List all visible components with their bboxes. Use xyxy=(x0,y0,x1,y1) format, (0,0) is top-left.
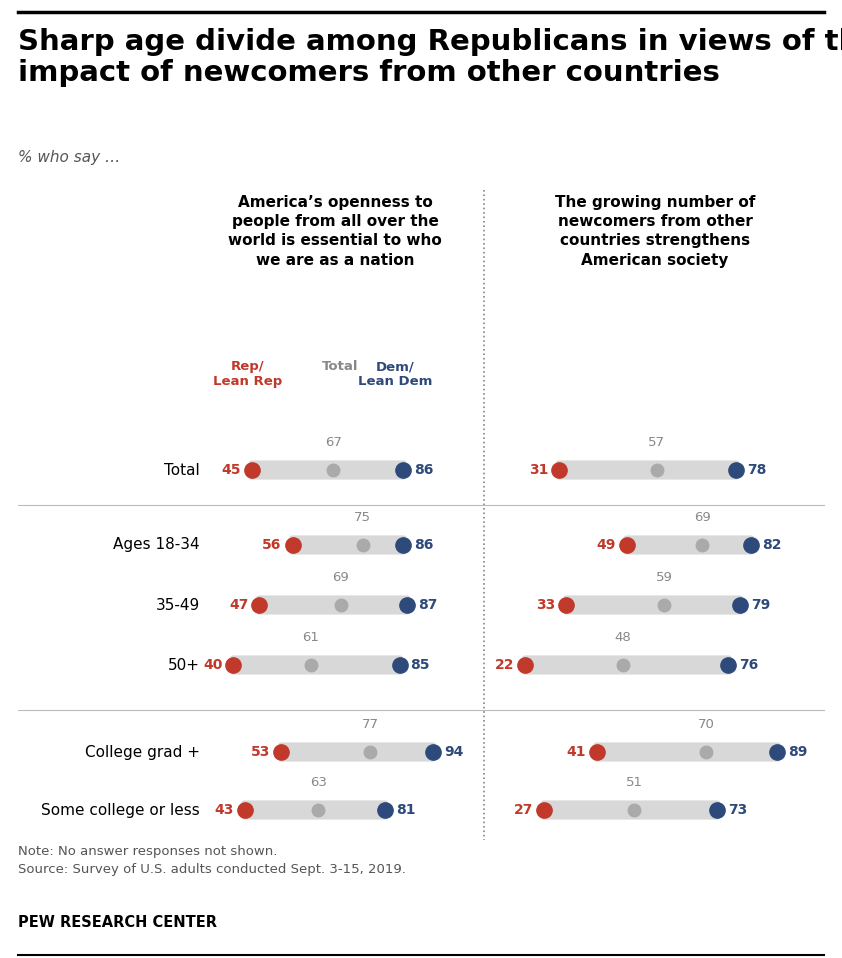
Text: Sharp age divide among Republicans in views of the
impact of newcomers from othe: Sharp age divide among Republicans in vi… xyxy=(18,28,842,87)
FancyBboxPatch shape xyxy=(563,596,743,615)
Text: Rep/
Lean Rep: Rep/ Lean Rep xyxy=(213,360,283,388)
FancyBboxPatch shape xyxy=(289,536,407,555)
Text: 77: 77 xyxy=(361,718,379,731)
Text: 79: 79 xyxy=(751,598,770,612)
Text: The growing number of
newcomers from other
countries strengthens
American societ: The growing number of newcomers from oth… xyxy=(555,195,755,267)
Text: Dem/
Lean Dem: Dem/ Lean Dem xyxy=(358,360,432,388)
Text: 43: 43 xyxy=(214,803,233,817)
Text: 48: 48 xyxy=(615,631,632,644)
FancyBboxPatch shape xyxy=(522,655,732,674)
Text: 61: 61 xyxy=(302,631,319,644)
Text: College grad +: College grad + xyxy=(85,744,200,760)
Text: 87: 87 xyxy=(418,598,437,612)
Text: 86: 86 xyxy=(414,538,434,552)
Text: 67: 67 xyxy=(325,436,342,449)
Text: 35-49: 35-49 xyxy=(156,598,200,612)
Text: 70: 70 xyxy=(697,718,714,731)
Text: America’s openness to
people from all over the
world is essential to who
we are : America’s openness to people from all ov… xyxy=(228,195,442,267)
Text: 86: 86 xyxy=(414,463,434,477)
FancyBboxPatch shape xyxy=(541,801,721,820)
Text: 33: 33 xyxy=(536,598,556,612)
Text: 76: 76 xyxy=(739,658,759,672)
Text: 57: 57 xyxy=(648,436,665,449)
Text: 75: 75 xyxy=(354,511,371,524)
Text: 49: 49 xyxy=(596,538,616,552)
Text: 41: 41 xyxy=(566,745,586,759)
Text: Note: No answer responses not shown.
Source: Survey of U.S. adults conducted Sep: Note: No answer responses not shown. Sou… xyxy=(18,845,406,876)
FancyBboxPatch shape xyxy=(256,596,410,615)
Text: % who say …: % who say … xyxy=(18,150,120,165)
FancyBboxPatch shape xyxy=(230,655,403,674)
Text: 94: 94 xyxy=(444,745,463,759)
FancyBboxPatch shape xyxy=(556,461,739,480)
Text: 69: 69 xyxy=(694,511,711,524)
Text: Ages 18-34: Ages 18-34 xyxy=(114,537,200,553)
Text: 27: 27 xyxy=(514,803,533,817)
Text: 45: 45 xyxy=(221,463,241,477)
Text: 40: 40 xyxy=(203,658,222,672)
Text: Total: Total xyxy=(164,463,200,477)
Text: 50+: 50+ xyxy=(168,657,200,673)
Text: 85: 85 xyxy=(411,658,430,672)
Text: 63: 63 xyxy=(310,776,327,789)
Text: PEW RESEARCH CENTER: PEW RESEARCH CENTER xyxy=(18,915,217,930)
Text: 89: 89 xyxy=(788,745,807,759)
Text: 73: 73 xyxy=(728,803,748,817)
Text: 59: 59 xyxy=(656,571,673,584)
Text: 51: 51 xyxy=(626,776,642,789)
FancyBboxPatch shape xyxy=(623,536,754,555)
Text: Total: Total xyxy=(322,360,358,373)
Text: 56: 56 xyxy=(262,538,281,552)
FancyBboxPatch shape xyxy=(278,742,436,762)
Text: 53: 53 xyxy=(251,745,270,759)
Text: Some college or less: Some college or less xyxy=(41,803,200,817)
FancyBboxPatch shape xyxy=(594,742,781,762)
Text: 69: 69 xyxy=(332,571,349,584)
Text: 31: 31 xyxy=(529,463,548,477)
Text: 82: 82 xyxy=(762,538,781,552)
FancyBboxPatch shape xyxy=(248,461,407,480)
Text: 47: 47 xyxy=(229,598,248,612)
FancyBboxPatch shape xyxy=(241,801,388,820)
Text: 81: 81 xyxy=(396,803,415,817)
Text: 22: 22 xyxy=(494,658,514,672)
Text: 78: 78 xyxy=(747,463,766,477)
